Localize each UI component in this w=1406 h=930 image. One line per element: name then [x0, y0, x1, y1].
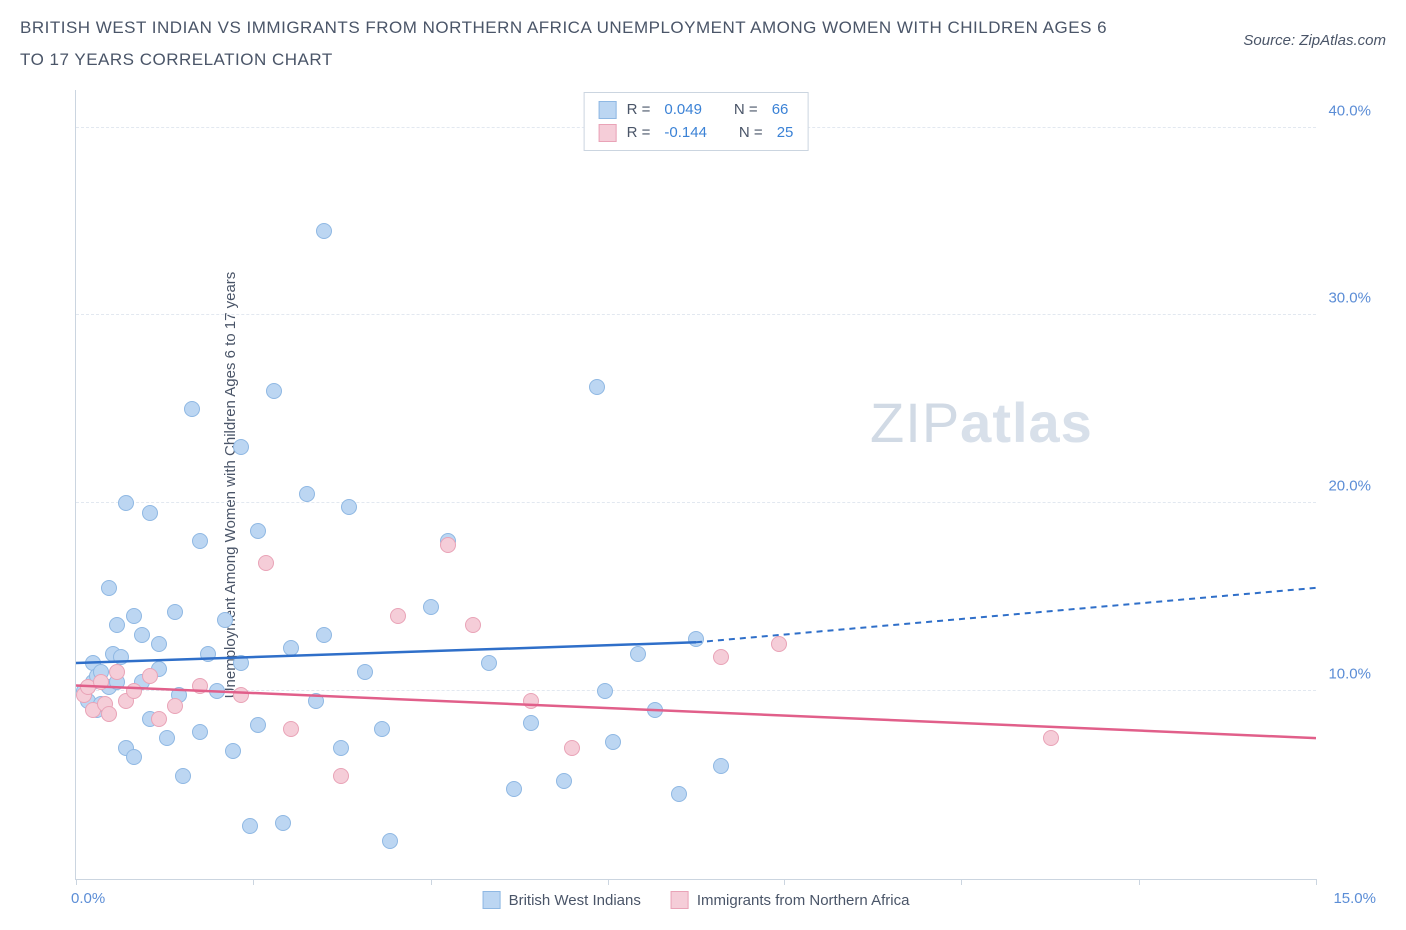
chart-title: BRITISH WEST INDIAN VS IMMIGRANTS FROM N… — [20, 12, 1120, 77]
chart-area: Unemployment Among Women with Children A… — [55, 90, 1376, 880]
x-tick — [608, 879, 609, 885]
legend-swatch-series2 — [599, 124, 617, 142]
legend-n-value-1: 66 — [772, 99, 789, 122]
x-tick-label-max: 15.0% — [1333, 890, 1376, 907]
trend-lines — [76, 90, 1316, 879]
legend-row-series1: R = 0.049 N = 66 — [599, 99, 794, 122]
legend-swatch-series1-b — [483, 891, 501, 909]
x-tick-label-min: 0.0% — [71, 890, 105, 907]
legend-swatch-series2-b — [671, 891, 689, 909]
legend-swatch-series1 — [599, 101, 617, 119]
legend-label-series1: British West Indians — [509, 892, 641, 909]
x-tick — [784, 879, 785, 885]
chart-source: Source: ZipAtlas.com — [1243, 32, 1386, 49]
x-tick — [76, 879, 77, 885]
legend-n-label-1: N = — [734, 99, 758, 122]
legend-n-label-2: N = — [739, 122, 763, 145]
legend-item-series1: British West Indians — [483, 891, 641, 909]
legend-correlation: R = 0.049 N = 66 R = -0.144 N = 25 — [584, 92, 809, 151]
legend-n-value-2: 25 — [777, 122, 794, 145]
legend-r-label-2: R = — [627, 122, 651, 145]
x-tick — [253, 879, 254, 885]
legend-row-series2: R = -0.144 N = 25 — [599, 122, 794, 145]
x-tick — [961, 879, 962, 885]
legend-item-series2: Immigrants from Northern Africa — [671, 891, 910, 909]
y-tick-label: 40.0% — [1328, 102, 1371, 119]
chart-header: BRITISH WEST INDIAN VS IMMIGRANTS FROM N… — [20, 12, 1386, 77]
legend-r-value-2: -0.144 — [664, 122, 707, 145]
y-tick-label: 30.0% — [1328, 290, 1371, 307]
legend-r-value-1: 0.049 — [664, 99, 702, 122]
legend-series: British West Indians Immigrants from Nor… — [483, 891, 910, 909]
legend-label-series2: Immigrants from Northern Africa — [697, 892, 910, 909]
source-name: ZipAtlas.com — [1299, 32, 1386, 49]
x-tick — [1316, 879, 1317, 885]
legend-r-label-1: R = — [627, 99, 651, 122]
x-tick — [431, 879, 432, 885]
y-tick-label: 20.0% — [1328, 478, 1371, 495]
source-label: Source: — [1243, 32, 1295, 49]
y-tick-label: 10.0% — [1328, 666, 1371, 683]
x-tick — [1139, 879, 1140, 885]
chart-plot: ZIPatlas R = 0.049 N = 66 R = -0.144 N =… — [75, 90, 1316, 880]
